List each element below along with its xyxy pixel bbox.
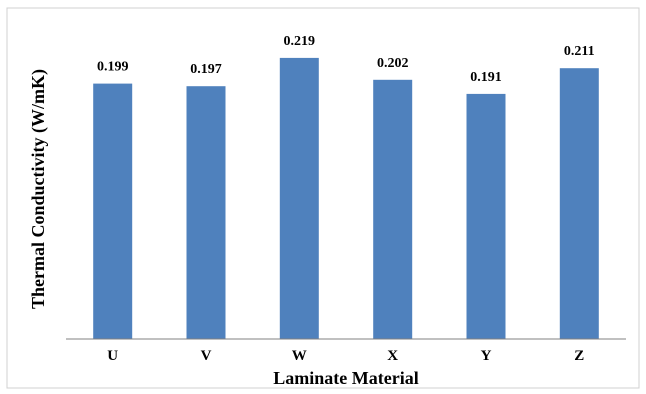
x-tick-label-y: Y <box>481 348 492 364</box>
data-label-v: 0.197 <box>190 62 222 77</box>
x-tick-label-x: X <box>387 348 398 364</box>
x-axis-title: Laminate Material <box>273 368 418 388</box>
data-label-y: 0.191 <box>470 70 502 85</box>
bar-z <box>559 68 599 339</box>
data-labels-layer: 0.199 0.197 0.219 0.202 0.191 0.211 <box>97 34 595 85</box>
bar-y <box>466 93 506 340</box>
x-tick-label-v: V <box>201 348 212 364</box>
data-label-w: 0.219 <box>284 34 316 49</box>
bars-layer <box>93 57 599 340</box>
data-label-u: 0.199 <box>97 60 129 75</box>
x-tick-labels-layer: U V W X Y Z <box>107 348 584 364</box>
bar-u <box>93 83 133 339</box>
data-label-x: 0.202 <box>377 56 409 71</box>
bar-x <box>373 79 413 340</box>
x-tick-label-z: Z <box>574 348 584 364</box>
bar-w <box>279 57 319 340</box>
x-tick-label-u: U <box>107 348 118 364</box>
bar-v <box>186 86 226 339</box>
x-tick-label-w: W <box>292 348 307 364</box>
data-label-z: 0.211 <box>564 44 595 59</box>
y-axis-title: Thermal Conductivity (W/mK) <box>28 69 49 309</box>
